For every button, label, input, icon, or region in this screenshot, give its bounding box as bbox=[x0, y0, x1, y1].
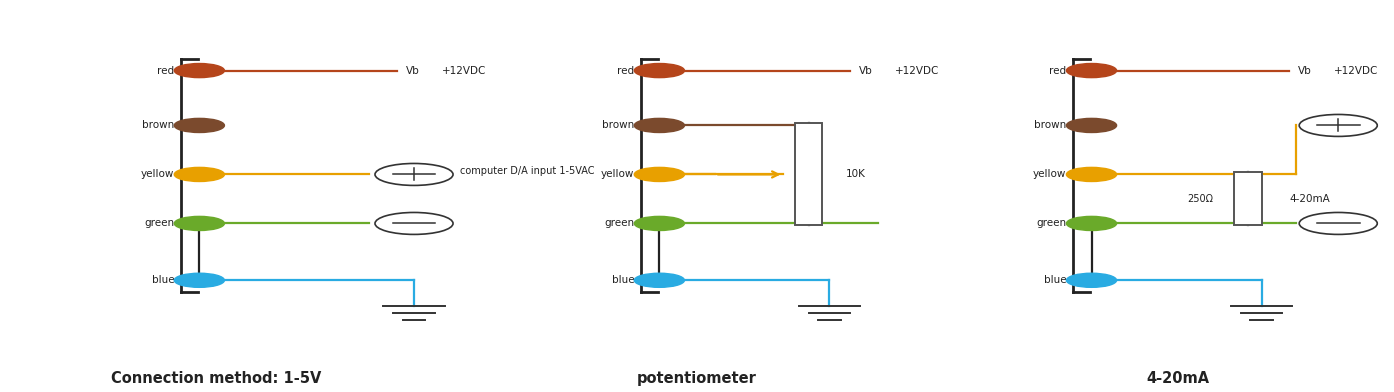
Text: +12VDC: +12VDC bbox=[1334, 65, 1379, 76]
Text: green: green bbox=[604, 218, 634, 229]
Text: blue: blue bbox=[612, 275, 634, 285]
Text: brown: brown bbox=[142, 120, 174, 131]
Text: brown: brown bbox=[1034, 120, 1066, 131]
Circle shape bbox=[634, 118, 684, 132]
Text: 4-20mA: 4-20mA bbox=[1146, 371, 1210, 386]
Text: Vb: Vb bbox=[406, 65, 420, 76]
Text: Vb: Vb bbox=[859, 65, 873, 76]
Circle shape bbox=[174, 118, 224, 132]
Text: 10K: 10K bbox=[846, 169, 866, 180]
Bar bbox=[1234, 172, 1262, 225]
Text: computer D/A input 1-5VAC: computer D/A input 1-5VAC bbox=[460, 166, 594, 176]
Circle shape bbox=[174, 167, 224, 181]
Text: +12VDC: +12VDC bbox=[442, 65, 487, 76]
Text: red: red bbox=[1050, 65, 1066, 76]
Text: potentiometer: potentiometer bbox=[637, 371, 757, 386]
Text: 4-20mA: 4-20mA bbox=[1289, 194, 1330, 204]
Text: red: red bbox=[158, 65, 174, 76]
Circle shape bbox=[375, 163, 453, 185]
Circle shape bbox=[375, 212, 453, 234]
Circle shape bbox=[634, 273, 684, 287]
Circle shape bbox=[634, 167, 684, 181]
Circle shape bbox=[174, 216, 224, 230]
Circle shape bbox=[1066, 64, 1117, 78]
Text: blue: blue bbox=[152, 275, 174, 285]
Bar bbox=[795, 123, 822, 225]
Circle shape bbox=[634, 64, 684, 78]
Text: Vb: Vb bbox=[1298, 65, 1312, 76]
Text: 250Ω: 250Ω bbox=[1186, 194, 1213, 204]
Circle shape bbox=[1299, 212, 1377, 234]
Circle shape bbox=[634, 216, 684, 230]
Text: blue: blue bbox=[1044, 275, 1066, 285]
Circle shape bbox=[1066, 118, 1117, 132]
Text: +12VDC: +12VDC bbox=[895, 65, 940, 76]
Text: Connection method: 1-5V: Connection method: 1-5V bbox=[112, 371, 321, 386]
Text: brown: brown bbox=[602, 120, 634, 131]
Circle shape bbox=[1066, 273, 1117, 287]
Text: green: green bbox=[144, 218, 174, 229]
Text: yellow: yellow bbox=[141, 169, 174, 180]
Circle shape bbox=[1299, 114, 1377, 136]
Text: red: red bbox=[618, 65, 634, 76]
Circle shape bbox=[1066, 216, 1117, 230]
Circle shape bbox=[174, 64, 224, 78]
Text: yellow: yellow bbox=[601, 169, 634, 180]
Circle shape bbox=[174, 273, 224, 287]
Text: green: green bbox=[1036, 218, 1066, 229]
Circle shape bbox=[1066, 167, 1117, 181]
Text: yellow: yellow bbox=[1033, 169, 1066, 180]
